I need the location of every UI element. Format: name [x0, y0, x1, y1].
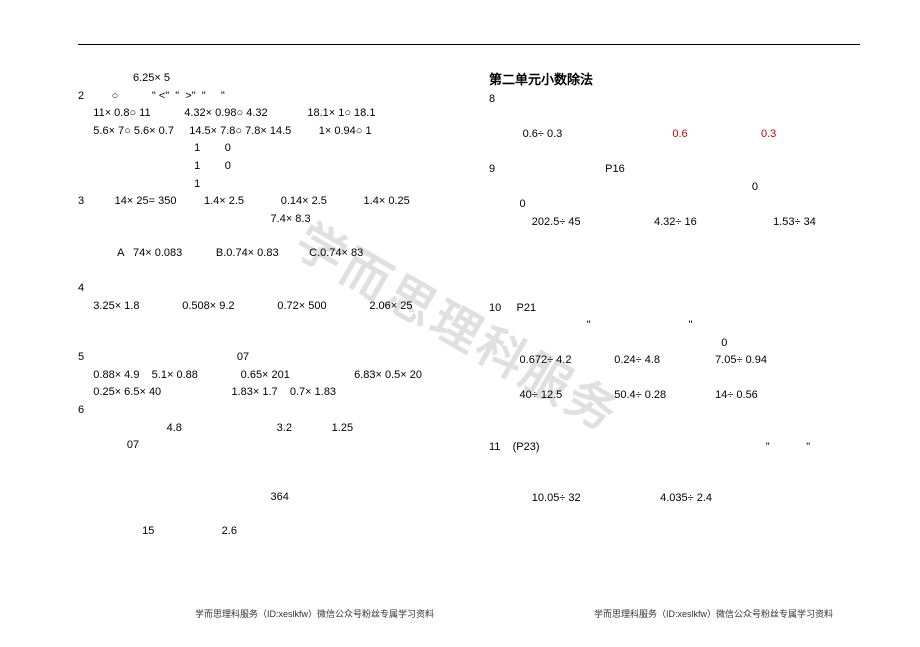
left-line: A 74× 0.083 B.0.74× 0.83 C.0.74× 83 [78, 245, 449, 263]
left-line: 3.25× 1.8 0.508× 9.2 0.72× 500 2.06× 25 [78, 298, 449, 316]
right-line: 8 [489, 91, 860, 109]
footer-left: 学而思理科服务（ID:xeslkfw）微信公众号粉丝专属学习资料 [195, 607, 434, 620]
left-line [78, 506, 449, 523]
right-line [489, 370, 860, 387]
left-line: 5.6× 7○ 5.6× 0.7 14.5× 7.8○ 7.8× 14.5 1×… [78, 123, 449, 141]
left-line: 3 14× 25= 350 1.4× 2.5 0.14× 2.5 1.4× 0.… [78, 193, 449, 211]
left-line: 0.88× 4.9 5.1× 0.88 0.65× 201 6.83× 0.5×… [78, 367, 449, 385]
left-line: 07 [78, 437, 449, 455]
left-line: 1 0 [78, 158, 449, 176]
page-content: 6.25× 52 ○ " <" " >" " " 11× 0.8○ 11 4.3… [0, 0, 920, 541]
left-line: 364 [78, 489, 449, 507]
text: 0.6÷ 0.3 [507, 128, 562, 140]
left-column: 6.25× 52 ○ " <" " >" " " 11× 0.8○ 11 4.3… [78, 70, 469, 541]
right-line [489, 405, 860, 422]
right-line: 40÷ 12.5 50.4÷ 0.28 14÷ 0.56 [489, 387, 860, 405]
right-line [489, 422, 860, 439]
right-line [489, 266, 860, 283]
left-line [78, 315, 449, 332]
left-line [78, 228, 449, 245]
left-line [78, 332, 449, 349]
left-line: 1 0 [78, 140, 449, 158]
right-line: 10 P21 [489, 300, 860, 318]
right-line: " " [489, 317, 860, 335]
right-line: 10.05÷ 32 4.035÷ 2.4 [489, 490, 860, 508]
left-line: 4 [78, 280, 449, 298]
left-line [78, 263, 449, 280]
left-line [78, 455, 449, 472]
right-line: 0 [489, 179, 860, 197]
right-line [489, 473, 860, 490]
red-value-1: 0.6 [672, 128, 687, 140]
right-line [489, 283, 860, 300]
right-line: 9 P16 [489, 161, 860, 179]
right-line [489, 232, 860, 249]
left-line [78, 472, 449, 489]
red-value-2: 0.3 [761, 128, 776, 140]
right-line: 202.5÷ 45 4.32÷ 16 1.53÷ 34 [489, 214, 860, 232]
right-line: 0 [489, 335, 860, 353]
left-line: 11× 0.8○ 11 4.32× 0.98○ 4.32 18.1× 1○ 18… [78, 105, 449, 123]
left-line: 6 [78, 402, 449, 420]
right-line: 0.672÷ 4.2 0.24÷ 4.8 7.05÷ 0.94 [489, 352, 860, 370]
footer-right: 学而思理科服务（ID:xeslkfw）微信公众号粉丝专属学习资料 [594, 607, 833, 620]
left-line: 1 [78, 176, 449, 194]
red-line: 0.6÷ 0.3 0.6 0.3 [489, 108, 860, 161]
gap2 [688, 128, 761, 140]
left-line: 0.25× 6.5× 40 1.83× 1.7 0.7× 1.83 [78, 384, 449, 402]
left-line: 4.8 3.2 1.25 [78, 420, 449, 438]
right-column: 第二单元小数除法 8 0.6÷ 0.3 0.6 0.3 9 P16 [469, 70, 860, 541]
left-line: 15 2.6 [78, 523, 449, 541]
right-line: 0 [489, 196, 860, 214]
left-line: 5 07 [78, 349, 449, 367]
left-line: 7.4× 8.3 [78, 211, 449, 229]
right-line [489, 456, 860, 473]
gap [562, 128, 672, 140]
left-line: 6.25× 5 [78, 70, 449, 88]
left-line: 2 ○ " <" " >" " " [78, 88, 449, 106]
right-line: 11 (P23) " " [489, 439, 860, 457]
right-line [489, 249, 860, 266]
unit-title: 第二单元小数除法 [489, 70, 860, 91]
